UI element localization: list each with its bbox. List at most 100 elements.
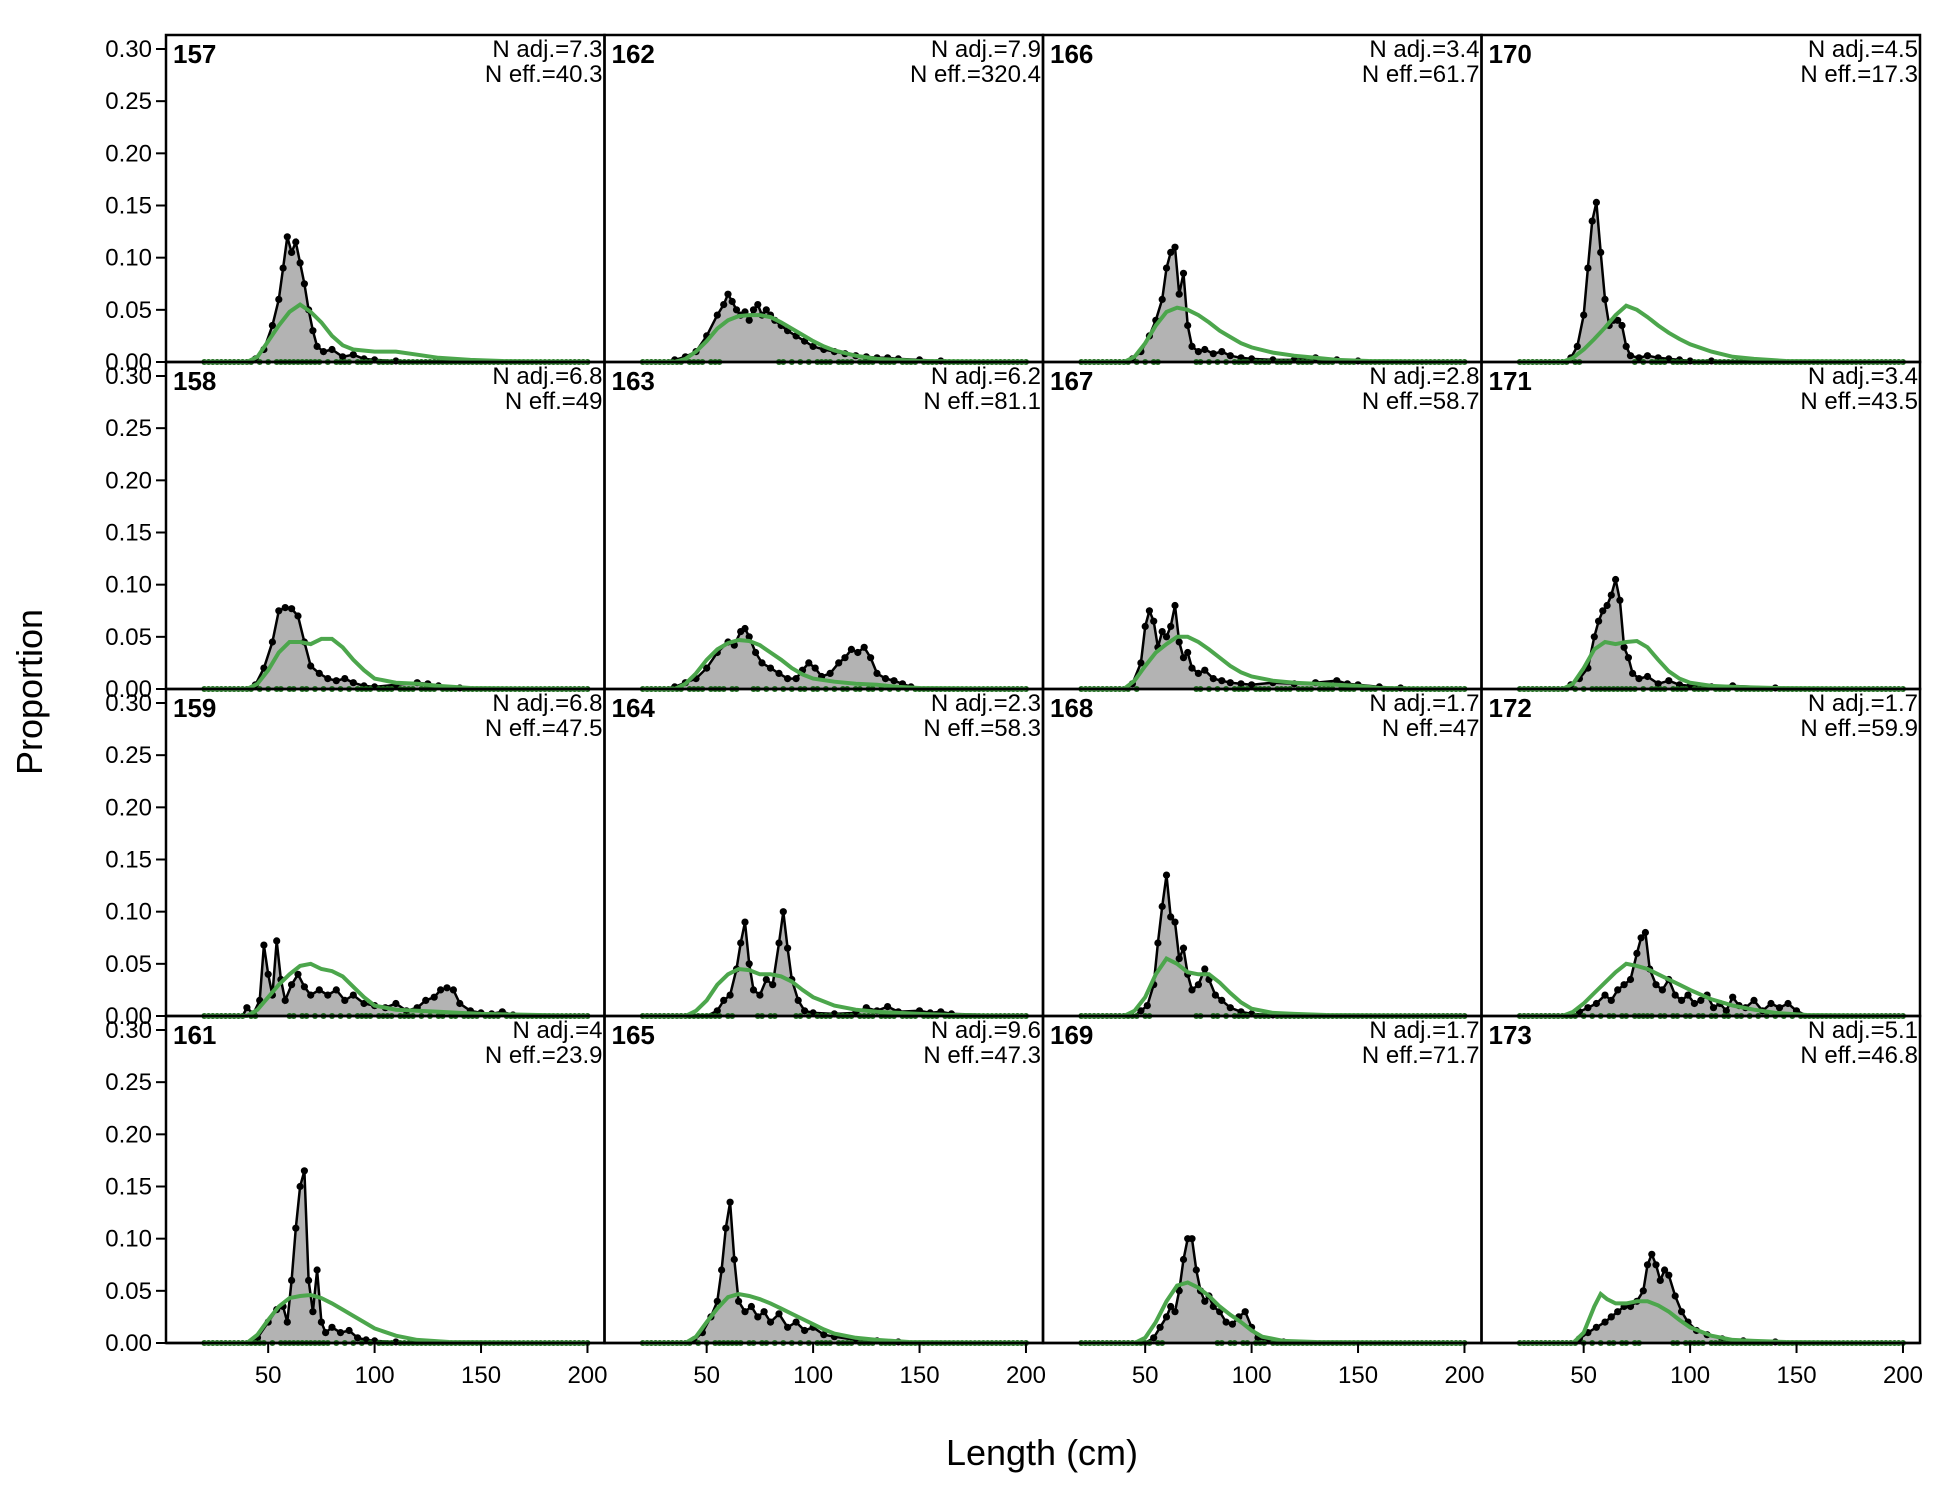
observed-line (642, 911, 1027, 1018)
observed-area (642, 628, 1026, 689)
observed-point (1626, 975, 1635, 984)
observed-point (1209, 350, 1217, 358)
observed-point (1601, 295, 1609, 303)
panel-label: 166 (1050, 39, 1093, 69)
observed-point (341, 996, 349, 1005)
observed-point (1188, 664, 1196, 672)
observed-point (1175, 638, 1183, 646)
observed-point (279, 264, 287, 272)
observed-point (1597, 248, 1605, 256)
y-tick-label: 0.15 (105, 847, 152, 874)
panel-label: 170 (1489, 39, 1532, 69)
observed-point (1201, 666, 1209, 674)
observed-point (296, 1182, 304, 1191)
observed-point (1184, 648, 1192, 657)
observed-point (288, 1276, 296, 1284)
observed-point (1162, 871, 1171, 879)
observed-point (349, 679, 357, 687)
observed-point (1162, 264, 1171, 272)
x-axis-title: Length (cm) (946, 1432, 1138, 1473)
observed-point (294, 970, 302, 978)
observed-point (315, 669, 323, 678)
n-eff-label: N eff.=47.3 (923, 1042, 1041, 1069)
observed-point (275, 607, 283, 615)
observed-point (1616, 596, 1624, 604)
observed-point (1592, 1323, 1600, 1331)
observed-point (867, 654, 875, 662)
observed-point (275, 295, 283, 303)
observed-point (1620, 981, 1628, 989)
observed-point (749, 986, 758, 994)
observed-point (288, 605, 296, 613)
observed-point (784, 1323, 792, 1331)
observed-point (745, 316, 753, 324)
y-tick-label: 0.25 (105, 415, 152, 442)
observed-point (741, 1308, 749, 1316)
observed-point (1654, 680, 1662, 688)
observed-point (313, 1266, 321, 1274)
panel-166: 166 N adj.=3.4N eff.=61.7 (1041, 33, 1483, 365)
observed-point (1690, 999, 1698, 1008)
observed-point (749, 306, 758, 314)
observed-point (292, 1224, 300, 1232)
observed-point (313, 342, 321, 350)
observed-point (811, 664, 819, 672)
observed-point (1248, 681, 1256, 689)
observed-point (1775, 1004, 1784, 1012)
observed-line (1519, 929, 1903, 1018)
x-tick-label: 200 (567, 1362, 607, 1389)
n-eff-label: N eff.=47.5 (485, 715, 603, 742)
y-tick-label: 0.30 (105, 1017, 152, 1044)
observed-point (1626, 352, 1635, 360)
panel-label: 163 (612, 366, 655, 396)
observed-point (1614, 986, 1622, 994)
observed-point (328, 1323, 336, 1331)
observed-point (735, 1297, 743, 1305)
observed-point (762, 306, 770, 314)
observed-point (1637, 934, 1645, 942)
observed-point (1595, 617, 1603, 625)
panel-161: 161 N adj.=4N eff.=23.9 (164, 1014, 606, 1346)
n-eff-label: N eff.=43.5 (1800, 388, 1918, 415)
observed-point (754, 301, 762, 309)
n-adj-label: N adj.=2.3 (931, 690, 1041, 717)
observed-point (1237, 680, 1245, 688)
observed-point (1584, 1004, 1592, 1012)
observed-point (720, 996, 728, 1005)
expected-line (1519, 638, 1904, 691)
observed-point (1162, 1313, 1171, 1321)
observed-point (1333, 677, 1341, 685)
observed-point (826, 669, 834, 678)
observed-point (1209, 675, 1217, 683)
observed-point (273, 937, 281, 945)
observed-point (1643, 352, 1652, 360)
observed-area (1081, 875, 1465, 1016)
observed-point (724, 290, 732, 298)
observed-point (345, 1326, 353, 1335)
observed-point (1150, 617, 1158, 625)
observed-point (315, 986, 323, 994)
panel-159: 159 N adj.=6.8N eff.=47.5 (164, 687, 606, 1019)
observed-point (300, 983, 308, 991)
n-adj-label: N adj.=2.8 (1369, 363, 1479, 390)
x-axis: 50 100 150 200 50 100 150 200 50 100 150 200 50 100 15… (166, 1341, 1923, 1389)
expected-line (1519, 1290, 1904, 1345)
observed-point (801, 1007, 809, 1015)
observed-point (1648, 1250, 1656, 1258)
observed-point (341, 675, 349, 683)
y-tick-label: 0.20 (105, 1121, 152, 1148)
observed-point (1171, 1308, 1179, 1316)
n-eff-label: N eff.=81.1 (923, 388, 1041, 415)
observed-point (713, 1007, 721, 1015)
n-adj-label: N adj.=3.4 (1808, 363, 1918, 390)
x-tick-label: 50 (693, 1362, 720, 1389)
observed-point (292, 238, 300, 246)
n-eff-label: N eff.=320.4 (910, 61, 1041, 88)
observed-area (1081, 1238, 1465, 1343)
panel-label: 158 (173, 366, 216, 396)
observed-point (854, 648, 862, 657)
observed-line (1081, 244, 1465, 364)
observed-point (1194, 348, 1202, 356)
observed-point (792, 675, 800, 683)
observed-point (1171, 601, 1179, 610)
